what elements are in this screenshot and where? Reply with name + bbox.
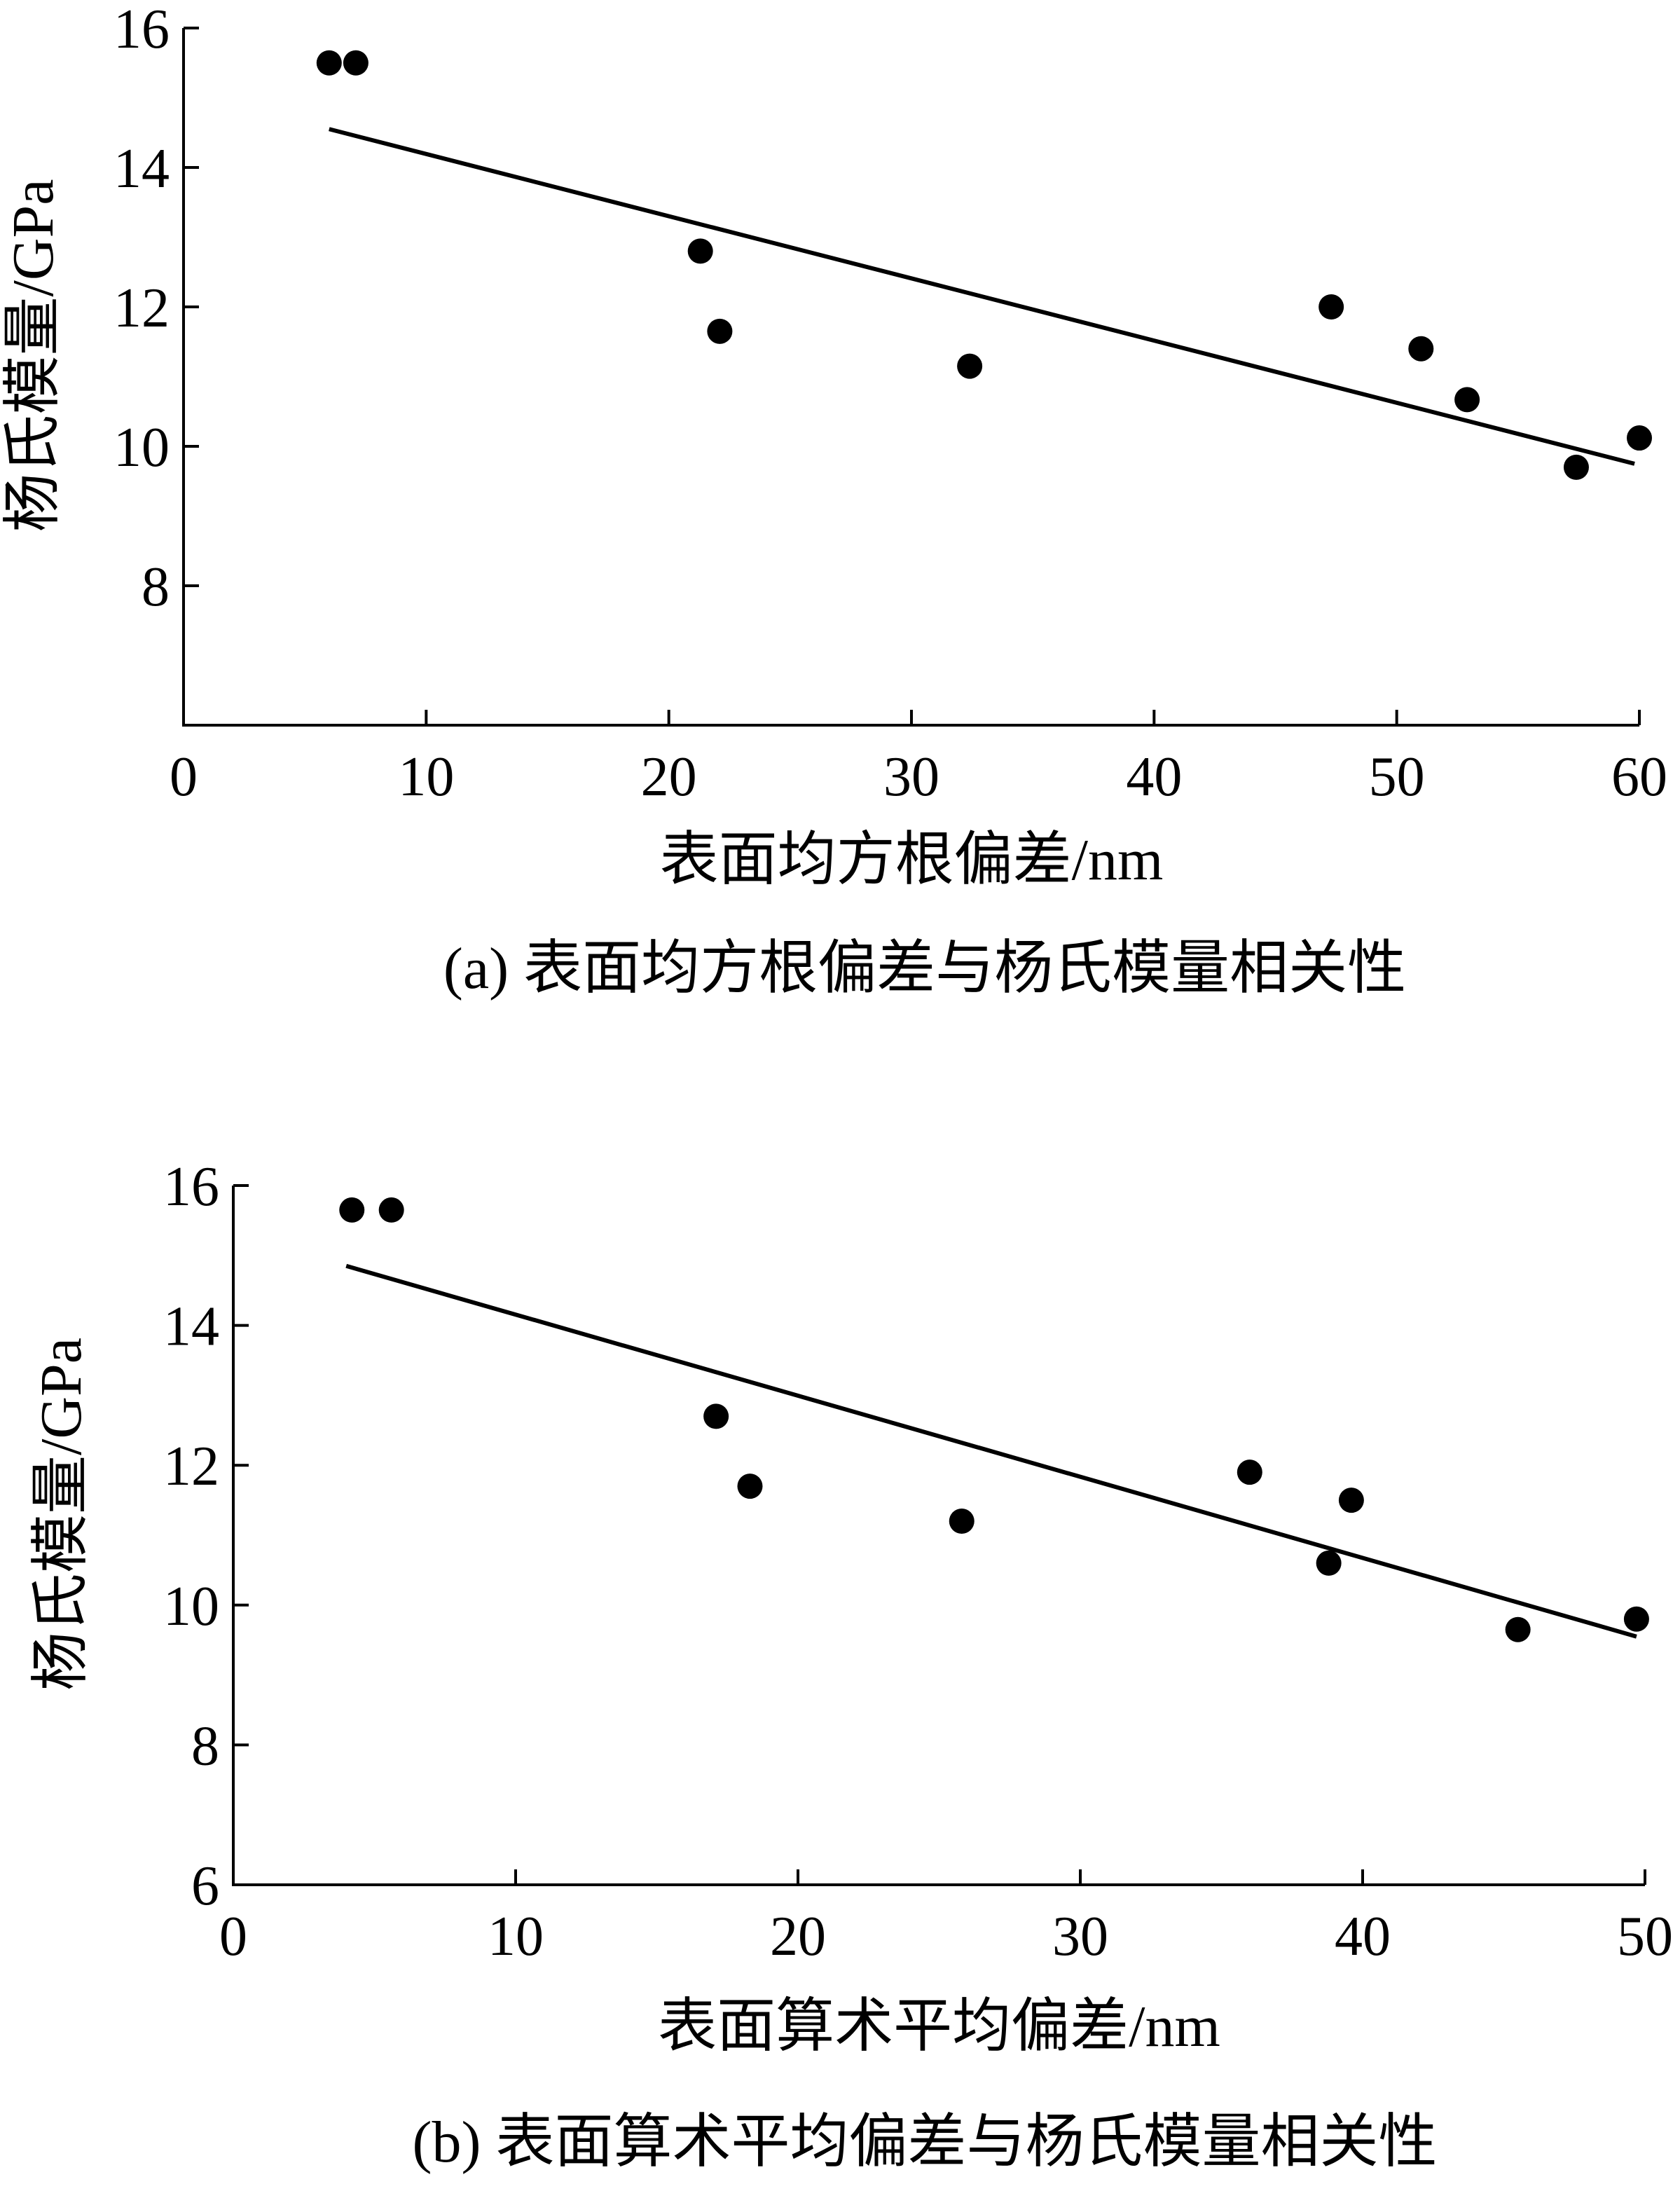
x-tick-label: 30 xyxy=(883,746,939,808)
x-tick-label: 30 xyxy=(1052,1906,1108,1967)
data-point xyxy=(343,50,369,76)
data-point xyxy=(707,318,733,344)
data-point xyxy=(1454,387,1480,413)
data-point xyxy=(687,238,713,264)
figure-caption: (a) 表面均方根偏差与杨氏模量相关性 xyxy=(443,936,1406,1001)
trend-line xyxy=(329,127,1635,466)
data-point xyxy=(1338,1488,1364,1513)
data-point xyxy=(957,353,983,379)
y-tick-label: 12 xyxy=(163,1436,219,1497)
data-point xyxy=(339,1197,365,1223)
x-axis-title: 表面均方根偏差/nm xyxy=(660,827,1164,893)
data-point xyxy=(1237,1459,1262,1485)
chart-b: 0 10 20 30 40 50 6 8 10 12 14 16 表面算术平均偏差/nm 杨氏模量/GPa… xyxy=(29,1156,1673,2175)
figure-caption: (b) 表面算术平均偏差与杨氏模量相关性 xyxy=(413,2110,1438,2175)
y-tick-label: 10 xyxy=(163,1576,219,1637)
x-axis-title: 表面算术平均偏差/nm xyxy=(658,1994,1220,2059)
data-point xyxy=(316,50,342,76)
x-tick-label: 10 xyxy=(398,746,454,808)
data-point xyxy=(1505,1616,1531,1642)
data-point xyxy=(378,1197,404,1223)
x-tick-label: 60 xyxy=(1611,746,1667,808)
y-tick-label: 8 xyxy=(142,556,170,618)
data-point xyxy=(949,1509,975,1534)
x-tick-label: 40 xyxy=(1335,1906,1391,1967)
chart-a: 0 10 20 30 40 50 60 8 10 12 14 16 表面均方根偏差/nm 杨氏模量/GPa… xyxy=(1,0,1667,1001)
y-tick-label: 10 xyxy=(113,417,170,479)
y-tick-label: 12 xyxy=(113,277,170,339)
data-point xyxy=(1318,294,1344,320)
data-point xyxy=(737,1474,763,1499)
x-tick-label: 50 xyxy=(1617,1906,1673,1967)
y-tick-label: 14 xyxy=(113,138,170,200)
x-tick-label: 20 xyxy=(641,746,697,808)
data-point xyxy=(1563,454,1589,480)
data-point xyxy=(703,1403,729,1429)
data-point xyxy=(1627,425,1652,451)
x-tick-label: 50 xyxy=(1369,746,1425,808)
data-point xyxy=(1623,1606,1649,1632)
x-tick-label: 0 xyxy=(219,1906,247,1967)
y-tick-label: 16 xyxy=(163,1156,219,1218)
x-tick-label: 0 xyxy=(170,746,198,808)
y-tick-label: 16 xyxy=(113,0,170,60)
data-point xyxy=(1408,336,1434,362)
y-tick-label: 8 xyxy=(191,1715,219,1777)
x-tick-label: 20 xyxy=(770,1906,826,1967)
y-tick-label: 6 xyxy=(191,1855,219,1917)
y-axis-title: 杨氏模量/GPa xyxy=(1,179,66,532)
x-tick-label: 10 xyxy=(488,1906,544,1967)
x-tick-label: 40 xyxy=(1126,746,1182,808)
data-point xyxy=(1316,1550,1342,1576)
y-tick-label: 14 xyxy=(163,1296,219,1358)
trend-line xyxy=(345,1263,1637,1639)
y-axis-title: 杨氏模量/GPa xyxy=(29,1338,94,1691)
